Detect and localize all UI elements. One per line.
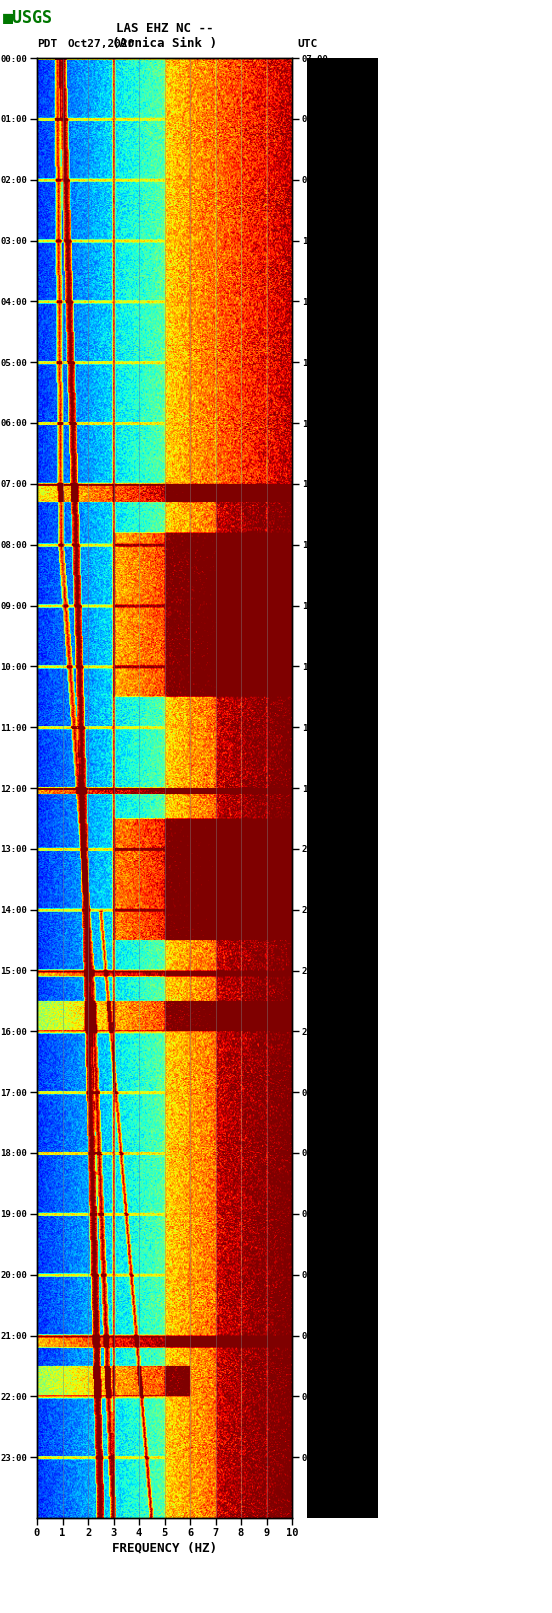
Text: ■USGS: ■USGS <box>3 10 53 27</box>
Text: Oct27,2020: Oct27,2020 <box>67 39 135 48</box>
Text: PDT: PDT <box>37 39 57 48</box>
Text: (Arnica Sink ): (Arnica Sink ) <box>112 37 217 50</box>
Text: LAS EHZ NC --: LAS EHZ NC -- <box>116 21 213 34</box>
X-axis label: FREQUENCY (HZ): FREQUENCY (HZ) <box>112 1542 217 1555</box>
Text: UTC: UTC <box>297 39 317 48</box>
